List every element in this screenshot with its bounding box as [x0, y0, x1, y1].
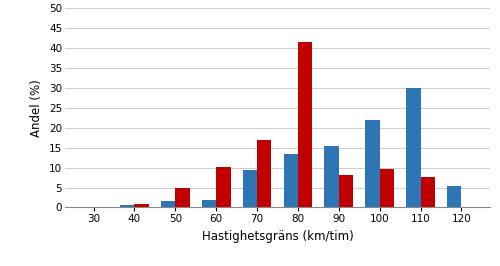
Bar [134, 204, 149, 207]
Bar [339, 175, 353, 207]
Bar [366, 120, 380, 207]
Bar [284, 154, 298, 207]
Bar [202, 200, 216, 207]
Bar [161, 202, 176, 207]
Y-axis label: Andel (%): Andel (%) [30, 79, 44, 137]
Bar [120, 205, 134, 207]
Bar [324, 146, 339, 207]
Bar [420, 177, 435, 207]
Bar [176, 188, 190, 207]
X-axis label: Hastighetsgräns (km/tim): Hastighetsgräns (km/tim) [202, 230, 354, 243]
Bar [406, 88, 420, 207]
Bar [216, 167, 230, 207]
Bar [298, 42, 312, 207]
Bar [380, 169, 394, 207]
Bar [447, 186, 462, 207]
Bar [243, 170, 257, 207]
Bar [257, 140, 272, 207]
